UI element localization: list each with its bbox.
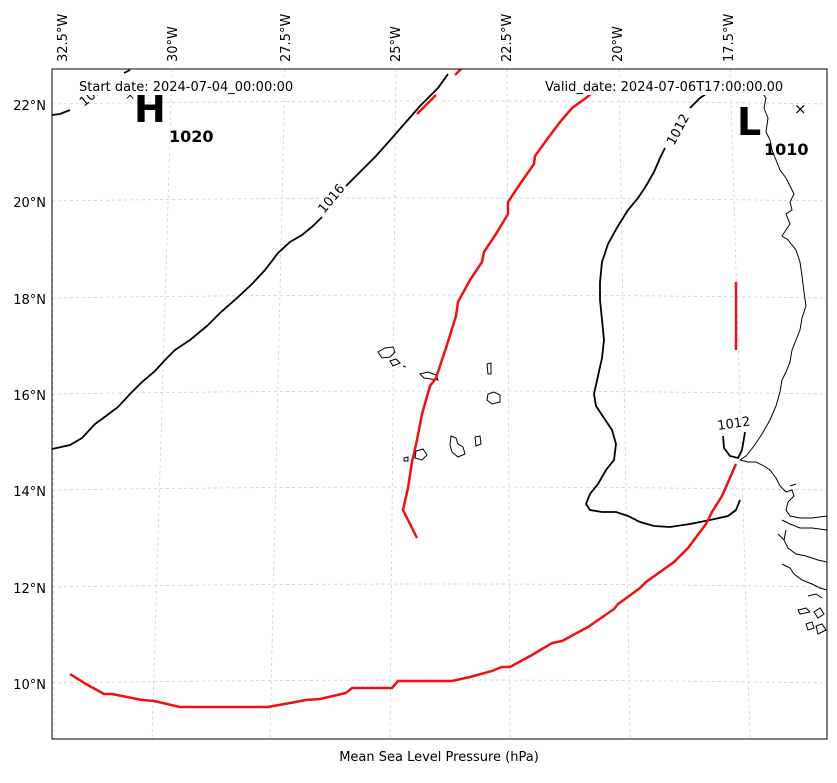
grid-lat-12 [52,583,827,588]
red-line-upper [416,69,463,115]
lat-tick-22: 22°N [13,99,46,114]
coast-senegal [739,459,827,519]
lat-tick-18: 18°N [13,293,46,308]
low-pressure-value: 1010 [764,140,809,159]
grid-lon-17.5 [729,69,751,739]
island-santa-luzia [402,365,407,368]
coast-guinea-1 [781,563,827,591]
isobar-1020 [52,109,71,116]
island-maio [474,435,482,447]
graticule [52,69,827,739]
isobar-label-1016: 1016 [316,182,349,217]
island-santiago [449,435,466,458]
lon-tick-32.5: 32.5°W [56,14,71,62]
grid-lon-32.5 [52,69,55,739]
lat-tick-10: 10°N [13,678,46,693]
grid-lat-18 [52,294,827,299]
isobar-label-1012-north: 1012 [664,112,693,148]
grid-lon-27.5 [269,69,286,739]
start-date-label: Start date: 2024-07-04_00:00:00 [79,80,293,95]
islands-bijagos [797,607,827,635]
cape-verde-islands [377,346,501,462]
lon-ticks: 32.5°W 30°W 27.5°W 25°W 22.5°W 20°W 17.5… [56,14,737,62]
high-center-marker-icon: ^ [125,93,135,107]
high-pressure-value: 1020 [169,127,214,146]
low-center-marker-icon: × [794,100,807,118]
red-contours [69,69,738,709]
west-africa-coastline [739,89,827,635]
isobar-1012-main [584,85,741,528]
lon-tick-20: 20°W [611,26,626,62]
island-sao-vicente [389,358,401,367]
isobars [52,69,746,528]
lat-ticks: 22°N 20°N 18°N 16°N 14°N 12°N 10°N [13,99,46,693]
valid-date-label: Valid_date: 2024-07-06T17:00:00.00 [545,80,783,95]
island-boa-vista [486,391,501,405]
coast-mauritania [739,89,807,461]
island-santo-antao [377,346,396,359]
grid-lat-16 [52,390,827,395]
grid-lon-20 [618,69,631,739]
island-fogo [414,448,428,461]
lon-tick-25: 25°W [389,26,404,62]
lat-tick-20: 20°N [13,196,46,211]
isobar-1016 [52,73,449,450]
lon-tick-22.5: 22.5°W [500,14,515,62]
coast-bays [783,483,823,599]
red-line-lower [69,463,738,709]
map-frame [51,68,828,740]
grid-lon-22.5 [506,69,511,739]
low-pressure-symbol: L [737,100,761,144]
lon-tick-30: 30°W [166,26,181,62]
start-label-bg [76,77,312,95]
island-brava [403,456,409,462]
lon-tick-27.5: 27.5°W [279,14,294,62]
grid-lon-25 [389,69,397,739]
island-sao-nicolau [419,371,439,381]
lat-tick-16: 16°N [13,389,46,404]
red-line-main [401,89,597,539]
grid-lon-30 [151,69,173,739]
lon-tick-17.5: 17.5°W [722,14,737,62]
coast-guinea-bissau [777,533,827,563]
isobar-1020-top [123,69,131,74]
coast-gambia [781,519,827,531]
island-sal [486,362,492,375]
valid-label-bg [542,77,804,95]
lat-tick-14: 14°N [13,485,46,500]
grid-lat-22 [52,100,827,105]
isobar-1012-small [722,431,746,460]
isobar-label-1012-south: 1012 [716,415,751,434]
x-axis-label: Mean Sea Level Pressure (hPa) [339,750,539,765]
grid-lat-10 [52,679,827,684]
grid-lat-20 [52,197,827,202]
grid-lat-14 [52,486,827,491]
lat-tick-12: 12°N [13,582,46,597]
